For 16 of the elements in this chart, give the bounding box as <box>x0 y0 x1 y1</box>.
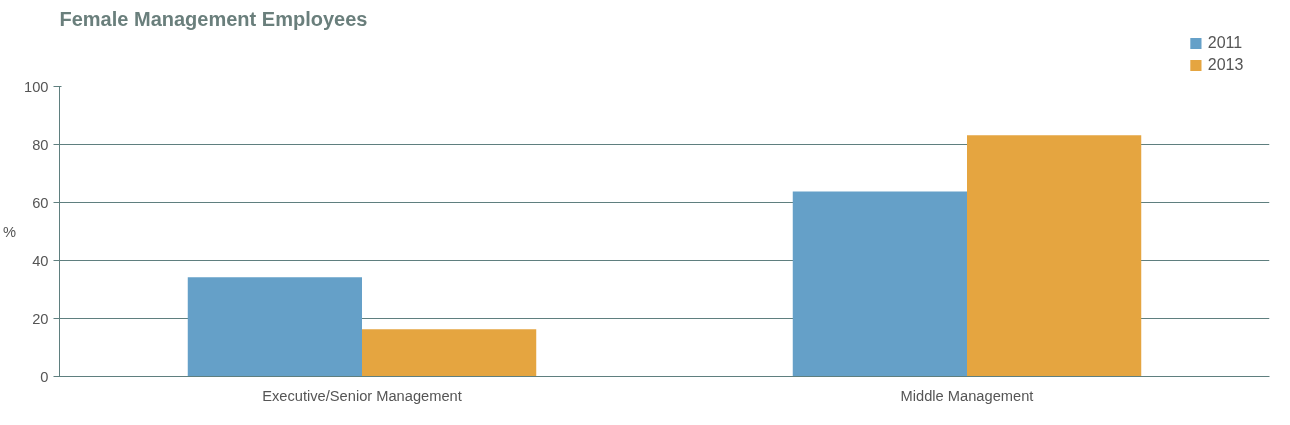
y-tick-label: 0 <box>40 368 49 385</box>
bar <box>362 329 537 377</box>
y-tick-label: 40 <box>32 252 49 269</box>
legend-label: 2011 <box>1207 34 1243 52</box>
y-axis-title: % <box>3 223 17 240</box>
bar <box>967 135 1142 377</box>
y-tick-label: 100 <box>24 78 49 95</box>
bar <box>792 191 967 377</box>
y-tick-label: 20 <box>32 310 49 327</box>
chart-title: Female Management Employees <box>59 7 368 30</box>
bar <box>187 277 362 377</box>
legend-label: 2013 <box>1207 56 1244 74</box>
y-tick-label: 60 <box>32 194 49 211</box>
x-tick-label: Executive/Senior Management <box>262 387 462 404</box>
y-tick-label: 80 <box>32 136 49 153</box>
x-tick-label: Middle Management <box>900 387 1034 404</box>
